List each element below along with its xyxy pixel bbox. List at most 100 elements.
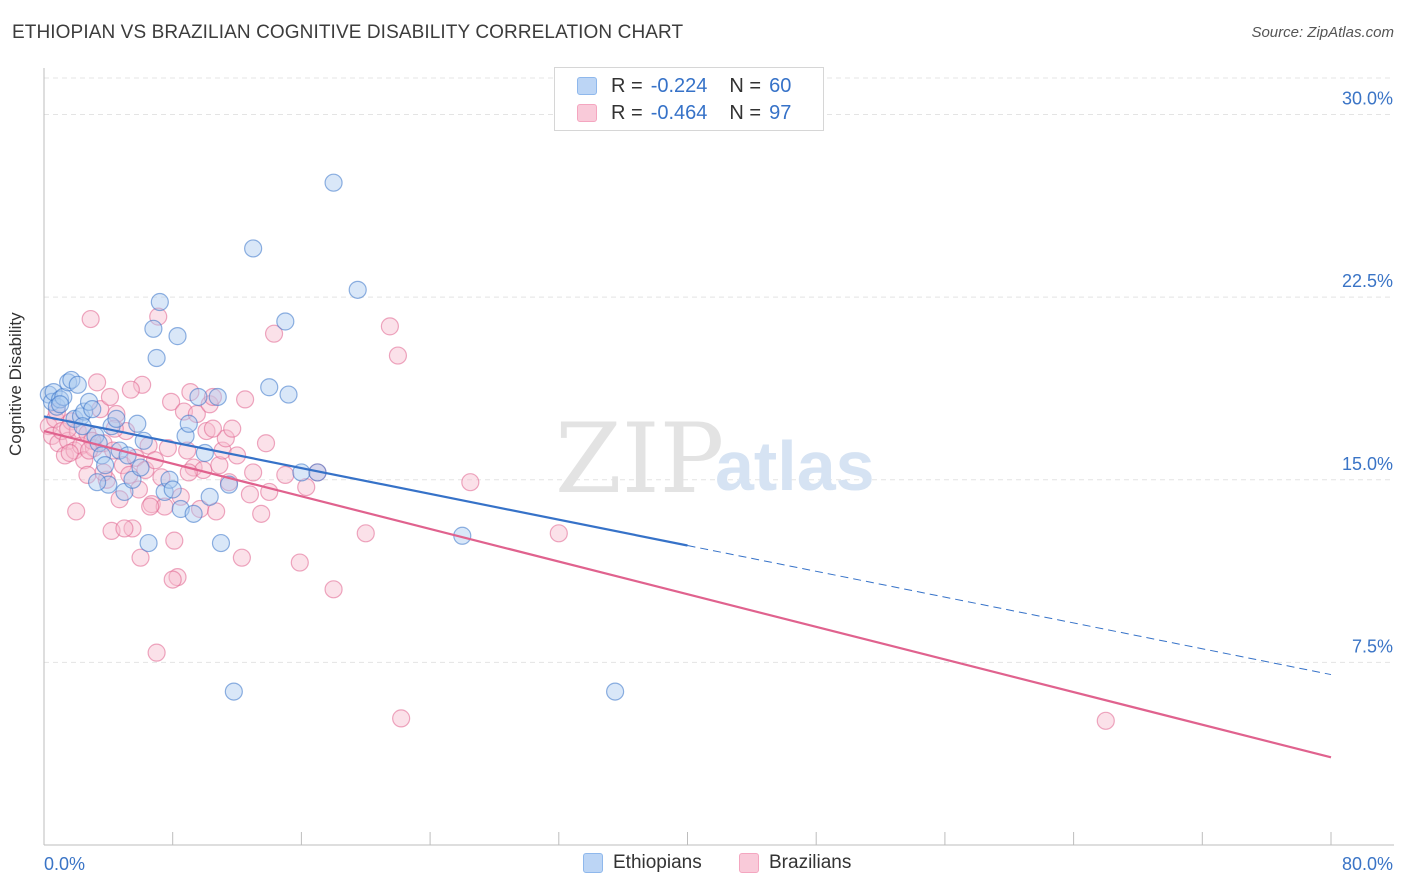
n-label: N =	[729, 74, 762, 97]
ethiopian-point	[144, 319, 163, 338]
brazilian-point	[136, 460, 155, 480]
ethiopian-trend-extension	[687, 545, 1332, 676]
brazilian-point	[81, 309, 100, 329]
n-label: N =	[729, 101, 762, 124]
trend-lines	[43, 415, 1332, 759]
watermark-atlas: atlas	[715, 427, 875, 505]
brazilian-point	[133, 375, 152, 394]
ethiopian-point	[87, 473, 107, 492]
brazilian-point	[223, 419, 242, 438]
ethiopian-point	[50, 395, 70, 414]
legend-swatch-brazilians	[739, 853, 759, 873]
brazilian-point	[67, 502, 86, 521]
ethiopian-point	[107, 409, 126, 428]
brazilian-point	[235, 390, 255, 409]
r-label: R =	[611, 74, 643, 97]
ethiopian-point	[50, 390, 70, 409]
ethiopian-point	[168, 327, 187, 346]
brazilian-point	[290, 553, 309, 572]
brazilian-point	[115, 519, 134, 538]
r-label: R =	[611, 101, 643, 124]
ethiopian-point	[200, 487, 219, 506]
brazilian-point	[161, 392, 181, 411]
y-tick-label: 15.0%	[1342, 454, 1393, 474]
ethiopian-point	[279, 385, 298, 404]
ethiopian-point	[150, 292, 169, 312]
ethiopian-point	[99, 475, 118, 494]
brazilian-point	[256, 434, 276, 453]
brazilian-point	[163, 570, 182, 589]
ethiopian-point	[68, 375, 87, 394]
brazilian-point	[168, 568, 187, 587]
ethiopian-point	[606, 682, 625, 701]
brazilian-point	[324, 580, 343, 599]
ethiopian-point	[96, 456, 115, 475]
brazilian-point	[158, 439, 177, 458]
ethiopian-point	[179, 414, 198, 433]
ethiopian-trend-line	[43, 415, 688, 547]
grid-lines	[44, 77, 1394, 663]
ethiopian-point	[147, 348, 166, 368]
r-value-brazilians: -0.464	[650, 101, 708, 124]
brazilian-point	[60, 443, 79, 463]
brazilian-point	[388, 346, 408, 365]
brazilian-point	[100, 387, 120, 407]
ethiopian-point	[184, 504, 203, 523]
ethiopian-point	[219, 475, 239, 494]
brazilian-point	[129, 480, 149, 499]
brazilian-point	[216, 429, 235, 448]
ethiopian-point	[189, 387, 208, 407]
ethiopian-point	[160, 470, 179, 489]
brazilian-point	[356, 524, 375, 543]
brazilian-point	[203, 419, 223, 438]
brazilian-point	[297, 477, 316, 497]
brazilian-point	[244, 463, 263, 482]
ethiopian-point	[211, 533, 231, 553]
brazilian-point	[264, 324, 284, 343]
brazilian-point	[461, 473, 480, 492]
brazilian-point	[55, 446, 75, 465]
r-value-ethiopians: -0.224	[650, 74, 708, 97]
brazilian-point	[276, 465, 295, 484]
ethiopian-point	[224, 682, 243, 701]
x-tick-label-max: 80.0%	[1342, 854, 1393, 874]
brazilian-point	[240, 485, 260, 504]
ethiopian-point	[92, 446, 112, 465]
data-points	[39, 173, 1115, 730]
legend-row-brazilians: R = -0.464 N = 97	[577, 100, 791, 126]
y-tick-label: 30.0%	[1342, 89, 1393, 109]
ethiopian-point	[260, 378, 279, 397]
ethiopian-point	[244, 239, 263, 258]
brazilian-point	[380, 317, 399, 336]
brazilian-point	[549, 524, 568, 543]
brazilian-point	[392, 709, 411, 728]
source-credit: Source: ZipAtlas.com	[1251, 24, 1394, 41]
legend-swatch-ethiopians	[583, 853, 603, 873]
ethiopian-point	[128, 414, 147, 433]
ethiopian-point	[139, 533, 158, 553]
n-value-brazilians: 97	[769, 101, 792, 124]
ethiopian-point	[324, 173, 343, 192]
correlation-legend: R = -0.224 N = 60 R = -0.464 N = 97	[554, 67, 824, 131]
ethiopian-point	[276, 312, 295, 331]
y-axis-label: Cognitive Disability	[6, 312, 25, 456]
brazilian-point	[232, 548, 251, 567]
legend-swatch-ethiopians	[577, 77, 597, 95]
legend-item-ethiopians: Ethiopians	[583, 852, 702, 874]
axes	[43, 68, 1394, 846]
n-value-ethiopians: 60	[769, 74, 792, 97]
brazilian-point	[252, 504, 271, 523]
ethiopian-point	[163, 480, 182, 499]
ethiopian-point	[208, 387, 227, 407]
ethiopian-point	[348, 280, 367, 299]
ethiopian-point	[131, 458, 150, 477]
brazilian-point	[87, 373, 107, 392]
brazilian-trend-line	[43, 429, 1332, 759]
brazilian-point	[131, 548, 150, 567]
brazilian-point	[1096, 711, 1115, 730]
brazilian-point	[165, 531, 184, 550]
ethiopian-point	[83, 400, 102, 419]
legend-item-brazilians: Brazilians	[739, 852, 851, 874]
brazilian-point	[210, 456, 229, 475]
